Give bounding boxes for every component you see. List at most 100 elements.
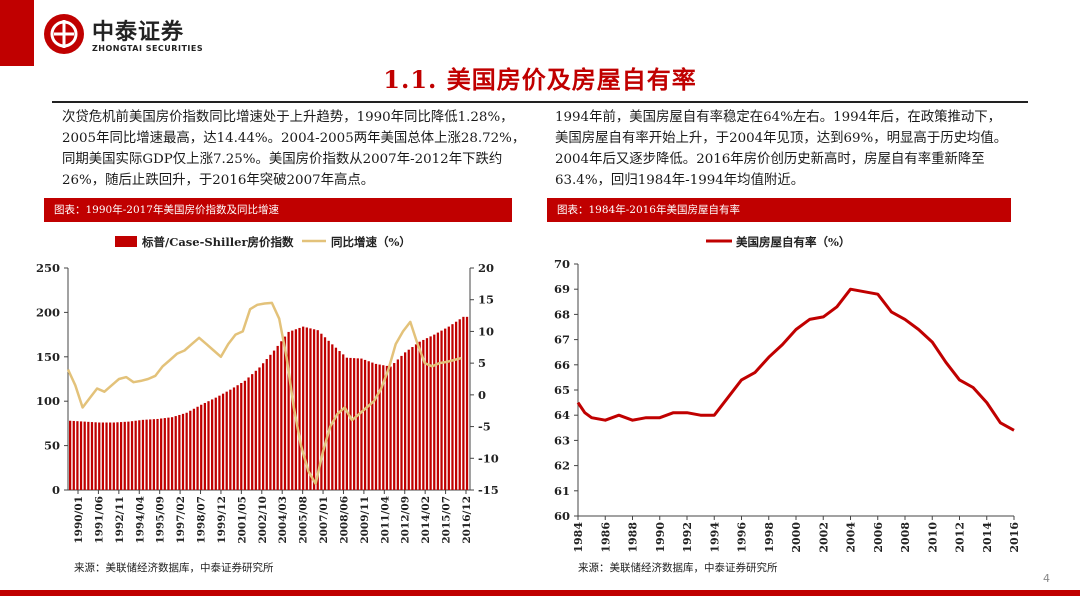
price-index-bar	[247, 377, 250, 490]
left-chart-legend: 标普/Case-Shiller房价指数 同比增速（%）	[115, 235, 411, 249]
price-index-bar	[123, 421, 126, 490]
price-index-bar	[400, 355, 403, 490]
price-index-bar	[320, 333, 323, 490]
price-index-bar	[79, 421, 83, 490]
price-index-bar	[451, 324, 454, 490]
y-tick-label: 60	[554, 509, 570, 523]
price-index-bar	[163, 418, 166, 490]
y-tick-label: 68	[554, 307, 570, 321]
price-index-bar	[178, 414, 181, 490]
x-tick-label: 1999/12	[216, 496, 228, 544]
price-index-bar	[425, 338, 429, 490]
price-index-bar	[138, 420, 141, 490]
price-index-bar	[323, 337, 327, 490]
legend-label-price-index: 标普/Case-Shiller房价指数	[141, 235, 294, 249]
x-tick-label: 2014/02	[420, 496, 432, 544]
price-index-bar	[465, 316, 469, 490]
x-tick-label: 1990	[654, 522, 667, 553]
price-index-bar	[436, 332, 440, 490]
price-index-bar	[141, 419, 145, 490]
price-index-bar	[243, 380, 247, 490]
price-index-bar	[221, 393, 225, 490]
x-tick-label: 2001/05	[236, 496, 248, 544]
price-index-bar	[214, 397, 217, 490]
price-index-bar	[356, 358, 359, 490]
x-tick-label: 2005/08	[298, 496, 310, 544]
price-index-bar	[101, 422, 105, 490]
price-index-bar	[98, 422, 101, 490]
x-tick-label: 2012/09	[400, 496, 412, 544]
price-index-bar	[200, 404, 203, 490]
growth-rate-line	[66, 301, 462, 485]
x-tick-label: 1998	[763, 522, 776, 553]
left-y-tick-label: 50	[44, 439, 60, 453]
price-index-bars	[69, 316, 469, 490]
price-index-bar	[458, 319, 461, 490]
price-index-bar	[218, 395, 221, 490]
x-tick-label: 1984	[572, 522, 585, 553]
price-index-bar	[367, 361, 370, 490]
x-tick-label: 1986	[599, 522, 612, 553]
x-tick-label: 2002	[817, 522, 830, 553]
right-y-tick-label: 5	[478, 356, 486, 370]
right-y-tick-label: 20	[478, 261, 494, 275]
price-index-bar	[462, 316, 465, 490]
legend-label-growth: 同比增速（%）	[331, 235, 411, 249]
price-index-bar	[145, 419, 148, 490]
x-tick-label: 2008/06	[338, 496, 350, 544]
price-index-bar	[185, 412, 188, 490]
left-y-tick-label: 100	[36, 394, 60, 408]
right-y-tick-label: -5	[478, 420, 491, 434]
price-index-bar	[389, 366, 392, 490]
price-index-bar	[287, 331, 290, 490]
logo-emblem-icon	[44, 14, 84, 54]
price-index-bar	[345, 357, 348, 490]
price-index-bar	[276, 345, 279, 490]
price-index-bar	[149, 419, 152, 490]
price-index-bar	[407, 349, 410, 490]
price-index-bar	[196, 406, 199, 490]
ownership-rate-line	[576, 287, 1015, 432]
price-index-bar	[130, 421, 134, 490]
logo-chinese-name: 中泰证券	[92, 20, 185, 45]
house-price-chart: 标普/Case-Shiller房价指数 同比增速（%）05010015020025…	[36, 235, 499, 544]
x-tick-label: 1994/04	[134, 496, 146, 544]
price-index-bar	[360, 358, 363, 490]
price-index-bar	[203, 402, 206, 490]
ownership-rate-chart: 美国房屋自有率（%） 60 61 62 63 64 65 66 67 68 69 70 1984 1986…	[554, 235, 1021, 553]
price-index-bar	[105, 422, 108, 490]
left-y-tick-label: 150	[36, 350, 60, 364]
price-index-bar	[363, 359, 367, 490]
price-index-bar	[69, 420, 72, 490]
price-index-bar	[418, 341, 421, 490]
left-y-tick-label: 250	[36, 261, 60, 275]
price-index-bar	[225, 391, 228, 490]
legend-label-ownership: 美国房屋自有率（%）	[736, 235, 850, 249]
x-tick-label: 1994	[708, 522, 721, 553]
y-tick-label: 61	[554, 484, 570, 498]
y-tick-label: 66	[554, 358, 570, 372]
price-index-bar	[160, 418, 163, 490]
price-index-bar	[385, 365, 389, 490]
price-index-bar	[404, 352, 407, 490]
right-y-tick-label: 10	[478, 324, 494, 338]
x-tick-label: 1998/07	[196, 496, 208, 544]
x-tick-label: 1992/11	[114, 496, 126, 544]
x-tick-label: 2009/11	[359, 496, 371, 544]
price-index-bar	[447, 326, 450, 490]
price-index-bar	[265, 359, 268, 490]
price-index-bar	[189, 410, 192, 490]
x-tick-label: 1995/09	[155, 496, 167, 544]
company-logo: 中泰证券 ZHONGTAI SECURITIES	[44, 8, 244, 60]
price-index-bar	[116, 422, 119, 490]
price-index-bar	[192, 408, 196, 490]
price-index-bar	[429, 336, 432, 490]
page-title: 1.1. 美国房价及房屋自有率	[383, 65, 697, 94]
price-index-bar	[240, 382, 243, 490]
y-tick-label: 63	[554, 433, 570, 447]
right-y-tick-label: 0	[478, 388, 486, 402]
x-tick-label: 2012	[954, 522, 967, 553]
y-tick-label: 65	[554, 383, 570, 397]
left-figure-caption: 图表：1990年-2017年美国房价指数及同比增速	[44, 198, 512, 222]
y-tick-label: 67	[554, 333, 570, 347]
